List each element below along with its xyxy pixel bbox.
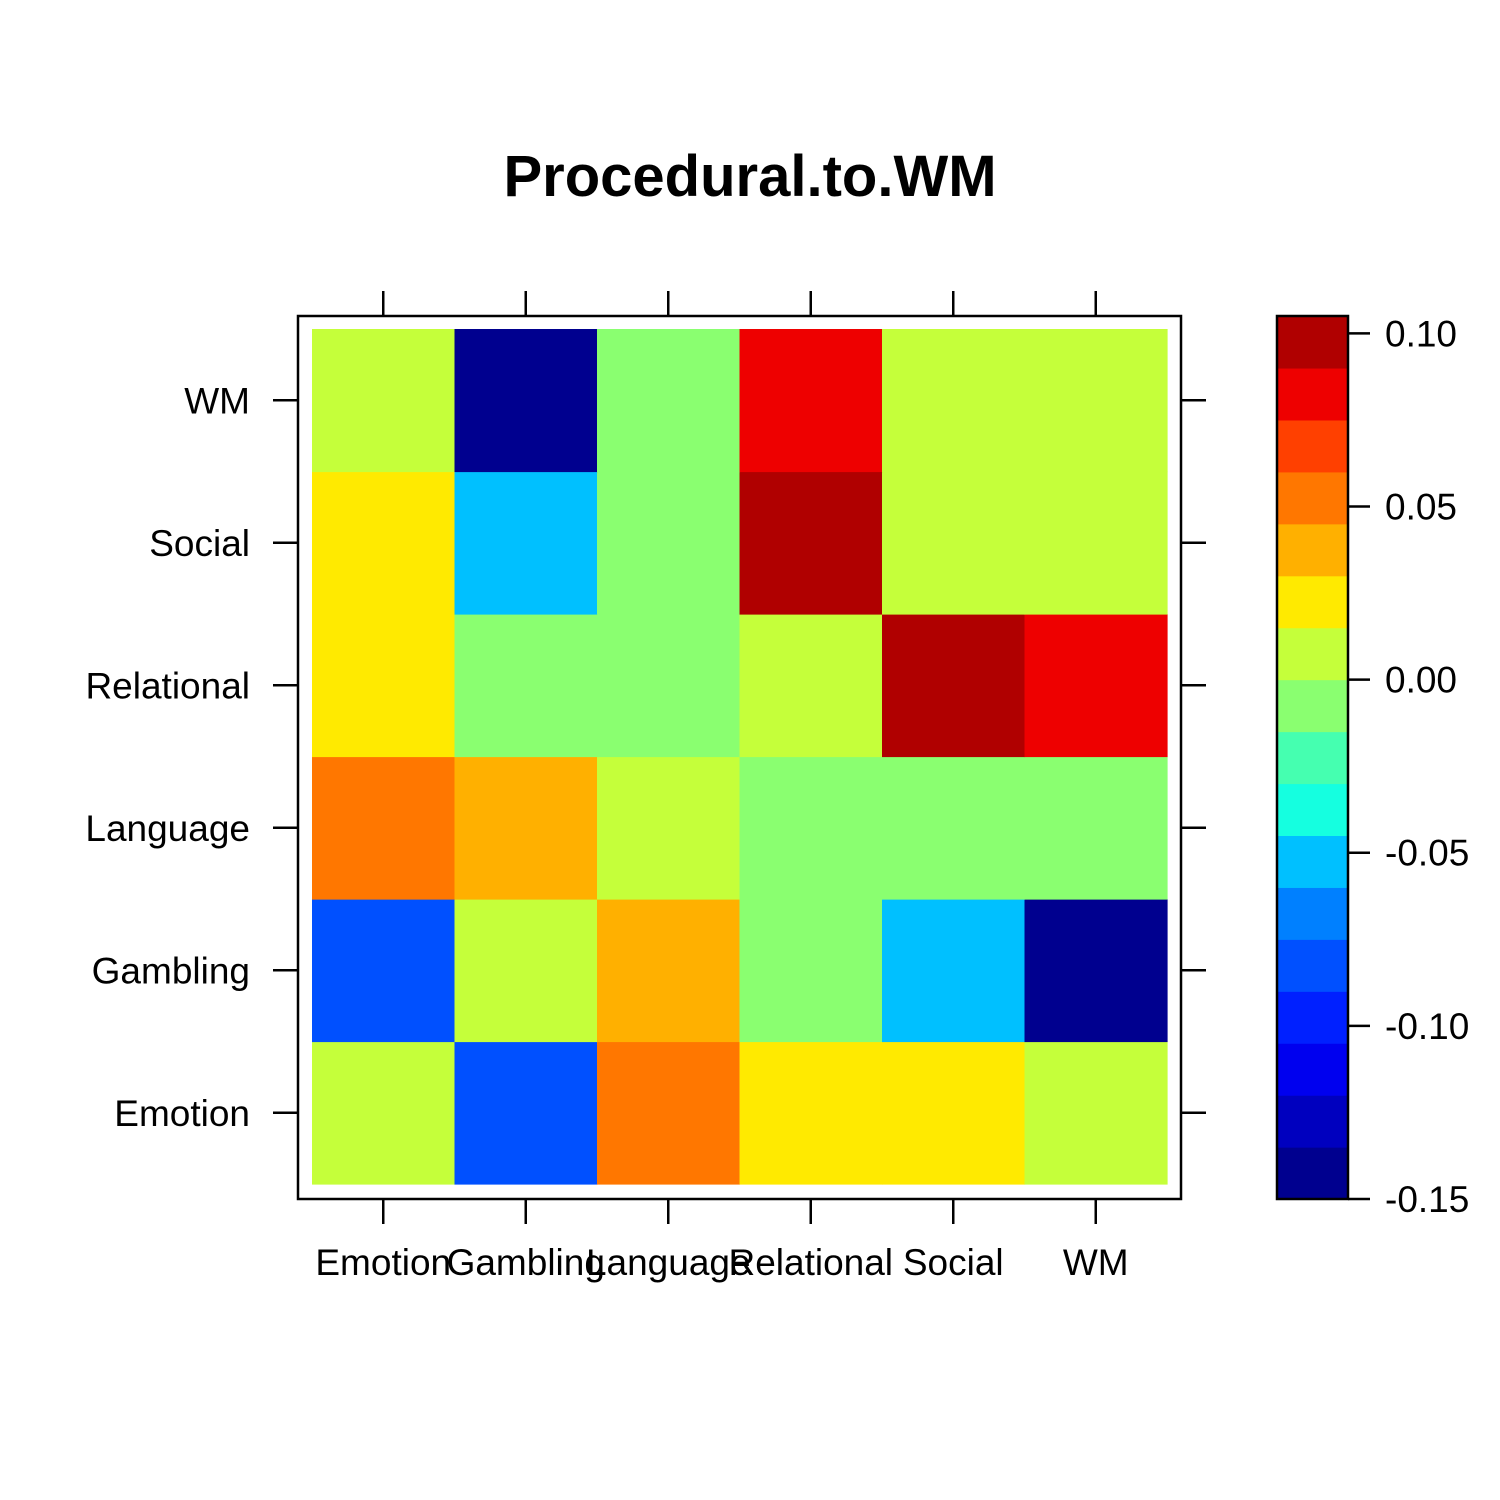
heatmap-cell — [454, 614, 598, 758]
colorbar-swatch — [1277, 991, 1348, 1044]
colorbar-swatch — [1277, 316, 1348, 369]
heatmap-cell — [597, 1041, 741, 1185]
x-tick-label: Relational — [728, 1242, 893, 1283]
heatmap-cell — [739, 1041, 883, 1185]
y-tick-label: Language — [85, 808, 250, 849]
x-tick-label: Social — [903, 1242, 1004, 1283]
heatmap-cell — [882, 899, 1026, 1043]
colorbar-swatch — [1277, 783, 1348, 837]
colorbar-swatch — [1277, 523, 1348, 577]
heatmap-cell — [454, 471, 598, 615]
heatmap-cell — [882, 614, 1026, 758]
colorbar-swatch — [1277, 471, 1348, 525]
heatmap-cell — [597, 614, 741, 758]
heatmap-cell — [882, 471, 1026, 615]
y-tick-label: WM — [184, 380, 250, 421]
chart-title: Procedural.to.WM — [503, 144, 996, 209]
colorbar-swatch — [1277, 367, 1348, 421]
heatmap-cell — [454, 756, 598, 900]
heatmap-cell — [882, 329, 1026, 473]
heatmap-cell — [597, 756, 741, 900]
colorbar-swatch — [1277, 1095, 1348, 1148]
colorbar-tick-label: 0.00 — [1385, 660, 1457, 701]
colorbar-tick-label: 0.05 — [1385, 486, 1457, 527]
colorbar-swatch — [1277, 419, 1348, 473]
heatmap-cells — [312, 329, 1168, 1185]
colorbar-swatch — [1277, 679, 1348, 733]
heatmap-cell — [739, 329, 883, 473]
y-tick-label: Social — [149, 523, 250, 564]
heatmap-cell — [597, 329, 741, 473]
colorbar-swatch — [1277, 575, 1348, 629]
heatmap-cell — [1024, 471, 1168, 615]
colorbar-tick-label: -0.15 — [1385, 1179, 1469, 1220]
colorbar-swatch — [1277, 835, 1348, 888]
heatmap-cell — [882, 756, 1026, 900]
heatmap-cell — [739, 471, 883, 615]
heatmap-cell — [1024, 614, 1168, 758]
x-tick-label: Gambling — [447, 1242, 605, 1283]
heatmap-cell — [454, 1041, 598, 1185]
colorbar-tick-label: -0.05 — [1385, 833, 1469, 874]
heatmap-cell — [312, 471, 456, 615]
colorbar-swatch — [1277, 1043, 1348, 1096]
heatmap-cell — [597, 899, 741, 1043]
plot-frame — [296, 314, 1183, 1201]
x-tick-label: WM — [1063, 1242, 1129, 1283]
heatmap-cell — [1024, 329, 1168, 473]
colorbar-tick-label: 0.10 — [1385, 313, 1457, 354]
heatmap-cell — [1024, 899, 1168, 1043]
heatmap-cell — [739, 614, 883, 758]
heatmap-cell — [882, 1041, 1026, 1185]
colorbar-swatch — [1277, 731, 1348, 785]
heatmap-cell — [1024, 1041, 1168, 1185]
y-tick-label: Emotion — [114, 1093, 250, 1134]
heatmap-cell — [454, 899, 598, 1043]
heatmap-cell — [312, 1041, 456, 1185]
heatmap-cell — [312, 899, 456, 1043]
y-tick-label: Gambling — [92, 950, 250, 991]
colorbar-frame — [1275, 314, 1350, 1201]
x-tick-label: Language — [586, 1242, 751, 1283]
heatmap-cell — [312, 614, 456, 758]
heatmap-cell — [597, 471, 741, 615]
x-tick-label: Emotion — [315, 1242, 451, 1283]
colorbar-tick-label: -0.10 — [1385, 1006, 1469, 1047]
heatmap-cell — [312, 329, 456, 473]
heatmap-cell — [454, 329, 598, 473]
colorbar-swatch — [1277, 627, 1348, 681]
heatmap-cell — [312, 756, 456, 900]
heatmap-cell — [1024, 756, 1168, 900]
colorbar-swatch — [1277, 1147, 1348, 1200]
colorbar: -0.15 -0.10 -0.05 0.00 0.05 0.10 — [1275, 313, 1469, 1220]
heatmap-cell — [739, 756, 883, 900]
colorbar-swatch — [1277, 939, 1348, 992]
y-tick-label: Relational — [85, 665, 250, 706]
colorbar-swatch — [1277, 887, 1348, 940]
heatmap-cell — [739, 899, 883, 1043]
